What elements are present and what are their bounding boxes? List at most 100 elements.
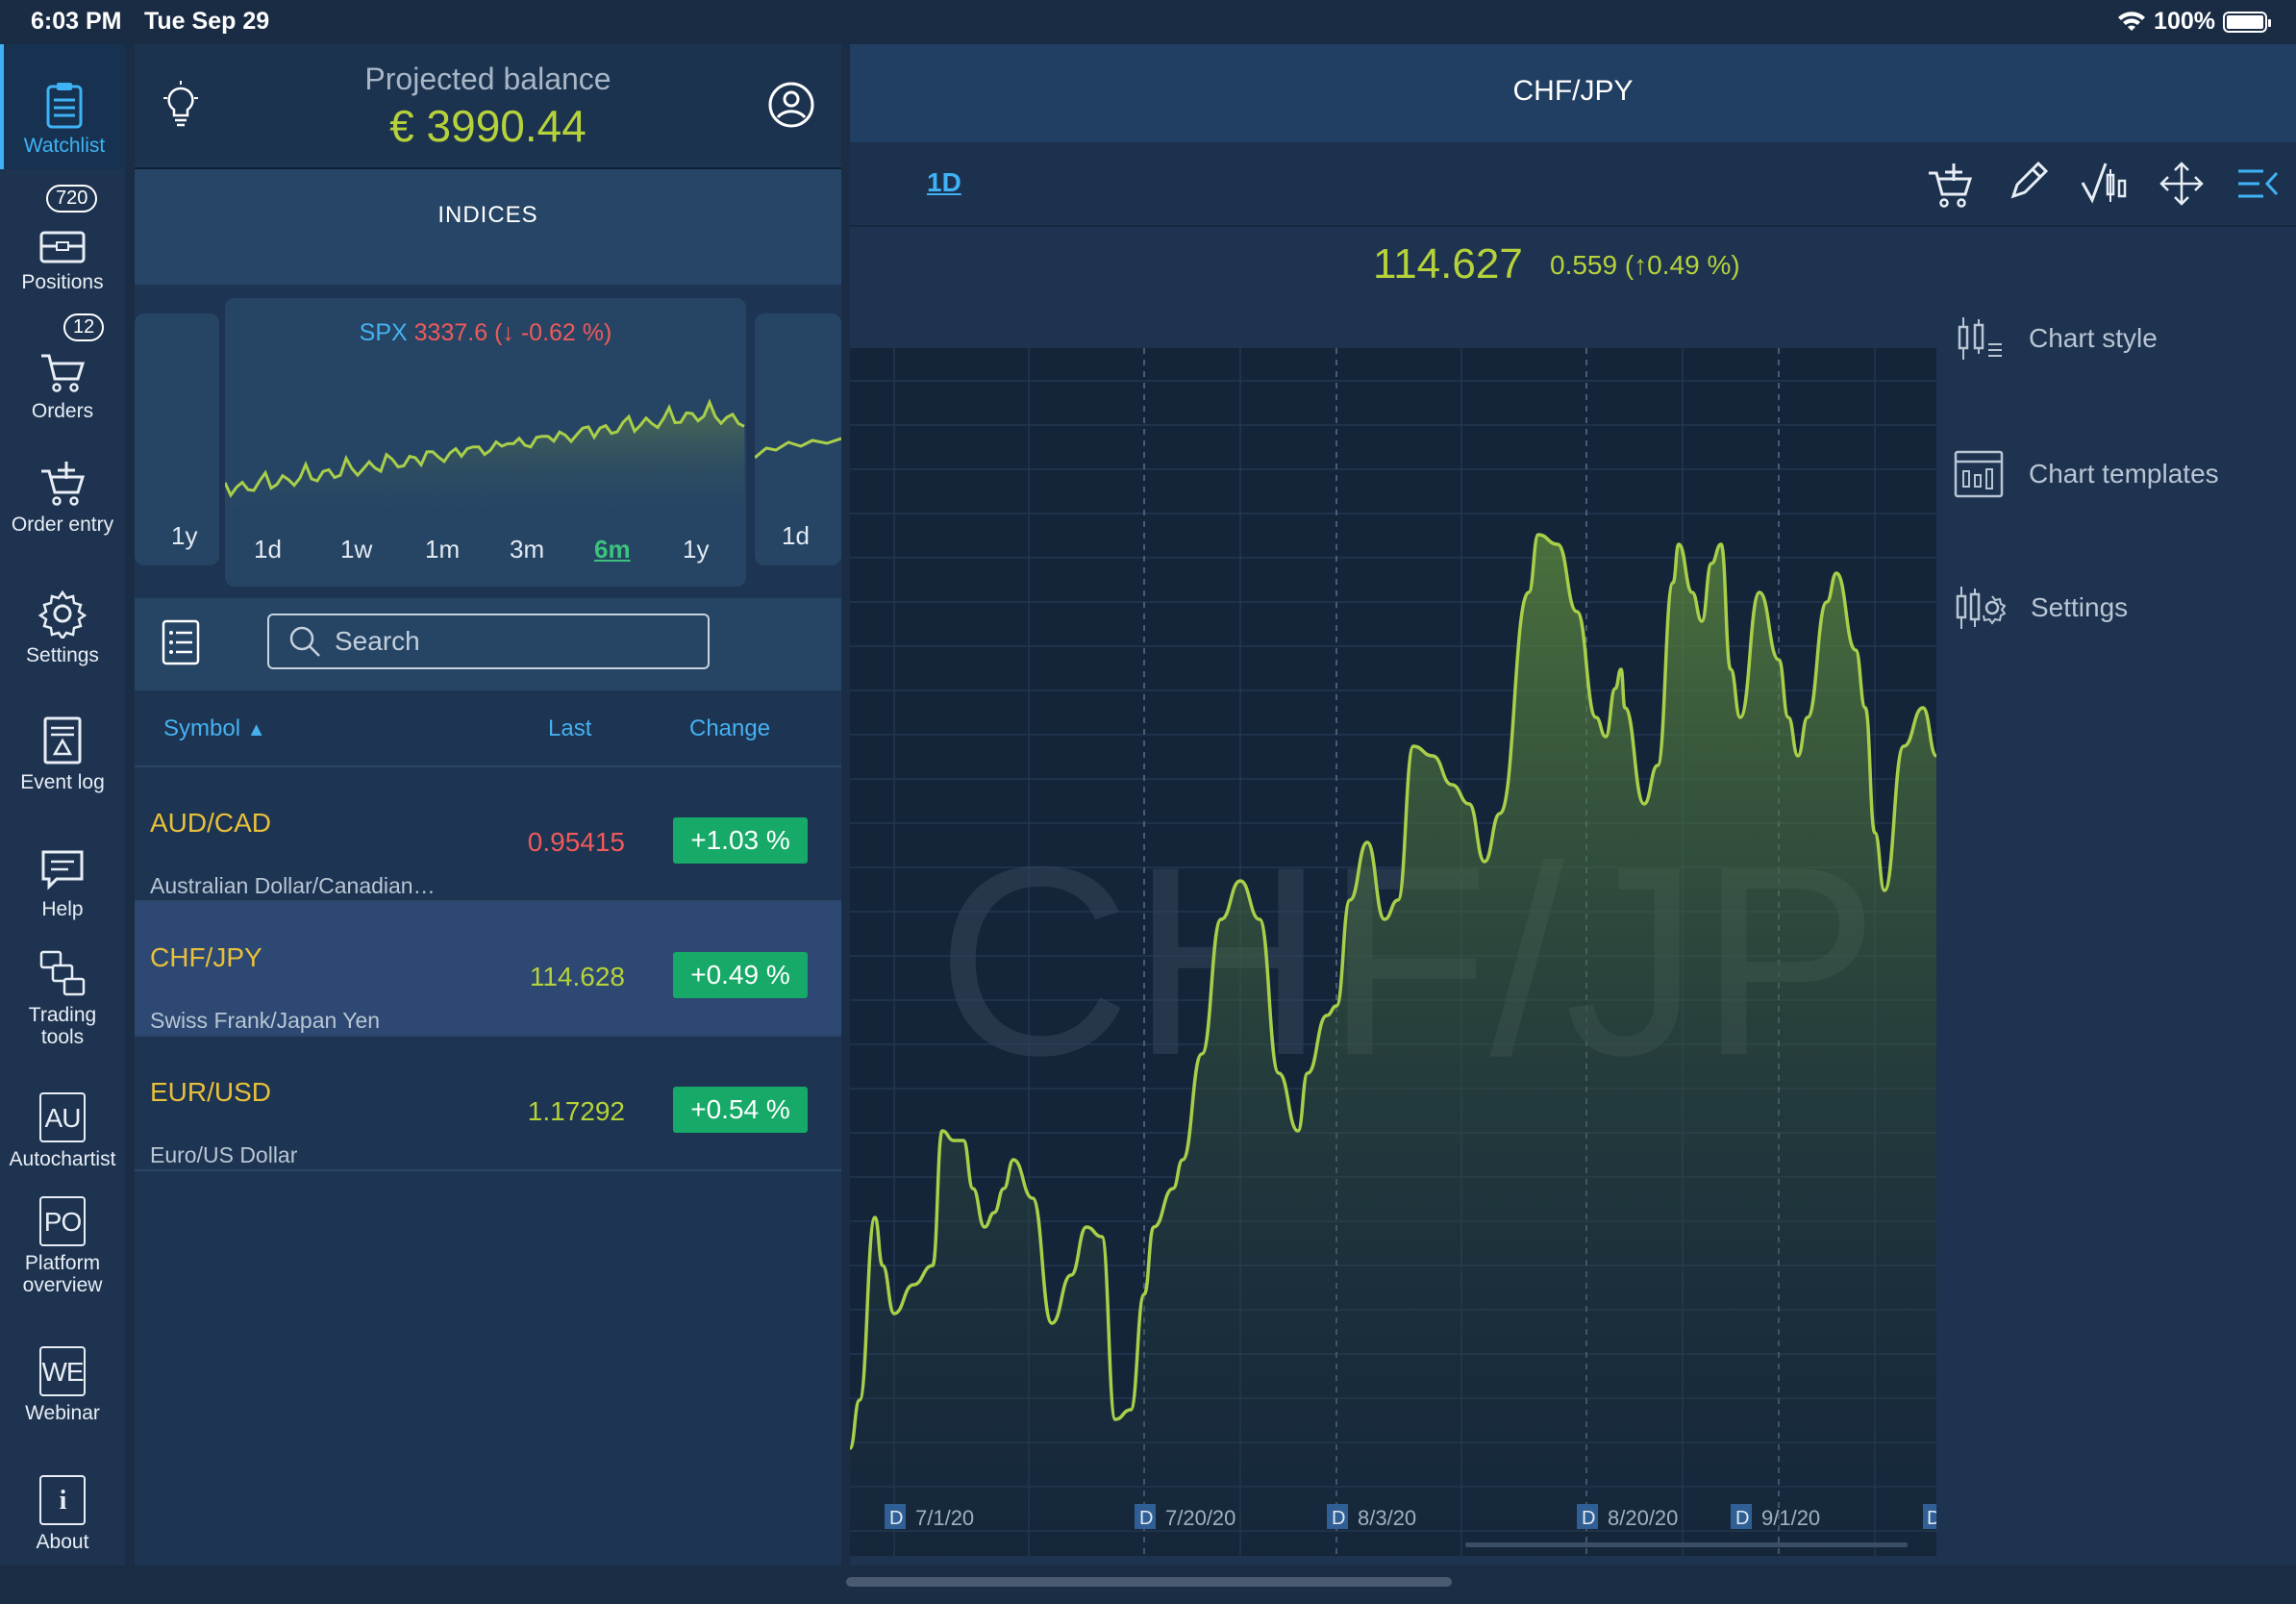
chart-area: CHF/JPY 1D 114.627 0.559 (↑0.49 %) CHF/J… [848, 44, 2296, 1566]
table-row[interactable]: EUR/USD Euro/US Dollar 1.17292 +0.54 % [135, 1037, 841, 1171]
date-marker [1923, 1504, 1936, 1529]
status-date: Tue Sep 29 [144, 8, 270, 35]
period-1y[interactable]: 1y [683, 535, 710, 564]
index-card-next[interactable]: 1d [755, 313, 841, 565]
sidebar-item-positions[interactable]: Positions 720 [0, 185, 125, 304]
pencil-icon[interactable] [2006, 160, 2050, 204]
date-marker-label: D [1139, 1508, 1153, 1529]
last-column-header[interactable]: Last [548, 715, 592, 741]
clipboard-icon [46, 83, 83, 129]
chart-menu: Chart style Chart templates Settings [1936, 227, 2296, 1566]
row-last-price: 0.95415 [527, 827, 625, 857]
lightbulb-icon[interactable] [160, 81, 202, 129]
sidebar-item-webinar[interactable]: WE Webinar [0, 1346, 125, 1471]
row-change-badge: +0.54 % [673, 1087, 808, 1133]
row-change-badge: +0.49 % [673, 952, 808, 998]
menu-item-settings[interactable]: Settings [1954, 585, 2128, 631]
search-row [135, 598, 841, 690]
sidebar-item-platform-overview[interactable]: PO Platform overview [0, 1196, 125, 1341]
timeframe-button[interactable]: 1D [927, 167, 961, 197]
sidebar-item-label: Order entry [11, 514, 114, 536]
next-card-period: 1d [782, 521, 810, 550]
sidebar-item-help[interactable]: Help [0, 848, 125, 954]
sidebar-item-label: Positions [21, 271, 104, 293]
table-row[interactable]: AUD/CAD Australian Dollar/Canadian… 0.95… [135, 767, 841, 902]
period-3m[interactable]: 3m [510, 535, 545, 564]
sidebar-item-trading-tools[interactable]: Trading tools [0, 948, 125, 1083]
sidebar-item-watchlist[interactable]: Watchlist [0, 44, 125, 169]
period-1d[interactable]: 1d [254, 535, 282, 564]
au-icon: AU [39, 1092, 86, 1142]
chart-price-line [848, 533, 1938, 1450]
index-change: (↓ -0.62 %) [494, 319, 612, 346]
date-marker-label: D [1735, 1508, 1749, 1529]
sidebar-item-orders[interactable]: Orders 12 [0, 313, 125, 431]
date-marker [1135, 1504, 1156, 1529]
period-1w[interactable]: 1w [340, 535, 373, 564]
index-card-spx[interactable]: SPX 3337.6 (↓ -0.62 %) 1d 1w 1m 3m 6m 1y [225, 298, 746, 587]
period-6m[interactable]: 6m [594, 535, 631, 564]
sidebar-item-label: Autochartist [9, 1148, 116, 1170]
sidebar-item-label: Platform overview [22, 1252, 103, 1296]
chart-toolbar: 1D [850, 142, 2296, 227]
sidebar-item-label: Trading tools [28, 1004, 97, 1048]
row-description: Swiss Frank/Japan Yen [150, 1008, 381, 1033]
row-description: Australian Dollar/Canadian… [150, 873, 436, 898]
date-marker-label: D [889, 1508, 903, 1529]
positions-badge: 720 [46, 185, 98, 213]
indices-carousel[interactable]: 1y SPX 3337.6 (↓ -0.62 %) 1d 1w 1m 3m 6m 1y 1… [135, 285, 841, 598]
index-card-prev[interactable]: 1y [135, 313, 219, 565]
status-right: 100% [2117, 8, 2271, 36]
sparkline-area [225, 402, 744, 519]
sidebar-item-label: Event log [20, 771, 105, 793]
po-icon: PO [39, 1196, 86, 1246]
sparkline-line [225, 398, 745, 498]
sidebar: Watchlist Positions 720 Orders 12 Order … [0, 44, 125, 1566]
sidebar-item-order-entry[interactable]: Order entry [0, 458, 125, 573]
chart-plot[interactable]: CHF/JPD7/1/20D7/20/20D8/3/20D8/20/20D9/1… [848, 304, 1940, 1566]
sidebar-item-event-log[interactable]: Event log [0, 715, 125, 831]
chart-svg: CHF/JPD7/1/20D7/20/20D8/3/20D8/20/20D9/1… [848, 348, 1940, 1566]
briefcase-icon [39, 231, 86, 263]
change-column-header[interactable]: Change [689, 715, 771, 741]
sidebar-item-about[interactable]: i About [0, 1475, 125, 1591]
row-change-badge: +1.03 % [673, 817, 808, 864]
x-tick-label: 7/1/20 [915, 1506, 974, 1530]
chart-area-fill [850, 535, 1936, 1556]
list-icon[interactable] [162, 619, 200, 665]
date-marker [1731, 1504, 1752, 1529]
search-input[interactable] [335, 626, 681, 657]
sidebar-item-settings[interactable]: Settings [0, 589, 125, 704]
row-last-price: 114.628 [529, 962, 625, 991]
index-symbol: SPX [359, 319, 408, 346]
search-box[interactable] [267, 614, 710, 669]
date-marker-label: D [1927, 1508, 1936, 1529]
symbol-column-header[interactable]: Symbol ▲ [163, 715, 266, 742]
price-row: 114.627 0.559 (↑0.49 %) [850, 227, 1936, 304]
log-icon [43, 716, 82, 764]
sidebar-item-label: About [36, 1531, 89, 1553]
indices-header[interactable]: INDICES [135, 167, 841, 285]
row-symbol: AUD/CAD [150, 808, 272, 838]
menu-item-chart-style[interactable]: Chart style [1954, 315, 2158, 362]
chart-scrollbar[interactable] [1465, 1542, 1908, 1547]
indicator-icon[interactable] [2079, 160, 2129, 208]
cart-add-icon[interactable] [1925, 160, 1975, 210]
period-1m[interactable]: 1m [425, 535, 461, 564]
profile-icon[interactable] [767, 81, 815, 129]
chat-icon [41, 850, 84, 890]
date-marker-label: D [1332, 1508, 1345, 1529]
sort-ascending-icon: ▲ [246, 719, 266, 740]
menu-item-chart-templates[interactable]: Chart templates [1954, 450, 2219, 498]
menu-toggle-icon[interactable] [2236, 167, 2281, 200]
chart-title: CHF/JPY [1512, 75, 1634, 107]
sidebar-item-autochartist[interactable]: AU Autochartist [0, 1092, 125, 1217]
menu-label: Chart style [2029, 323, 2158, 353]
row-description: Euro/US Dollar [150, 1142, 298, 1167]
table-row-selected[interactable]: CHF/JPY Swiss Frank/Japan Yen 114.628 +0… [135, 902, 841, 1037]
move-icon[interactable] [2158, 160, 2206, 208]
x-tick-label: 8/3/20 [1358, 1506, 1416, 1530]
watchlist-panel: Projected balance € 3990.44 INDICES 1y S… [135, 44, 841, 1566]
x-axis-band [850, 1556, 1936, 1566]
battery-icon [2223, 11, 2271, 33]
